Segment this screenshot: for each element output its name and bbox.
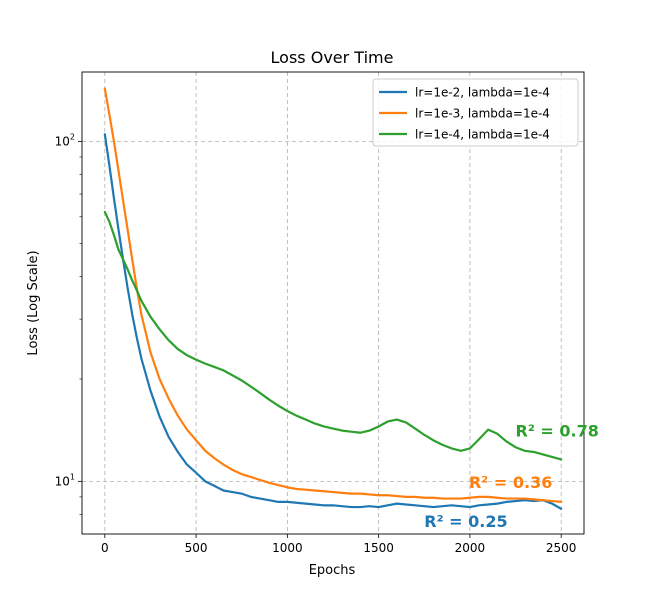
grid bbox=[82, 72, 584, 534]
legend-label-3: lr=1e-4, lambda=1e-4 bbox=[415, 128, 550, 142]
legend-box bbox=[372, 78, 579, 147]
x-tick-label: 2500 bbox=[546, 541, 577, 555]
y-axis-label: Loss (Log Scale) bbox=[26, 250, 41, 355]
ticks: 0 500 1000 1500 2000 2500 101 102 bbox=[55, 132, 577, 555]
series-line-1 bbox=[103, 133, 563, 510]
chart-title: Loss Over Time bbox=[271, 48, 394, 67]
x-tick-label: 1500 bbox=[363, 541, 394, 555]
x-tick-label: 500 bbox=[185, 541, 208, 555]
y-tick-label: 102 bbox=[55, 132, 75, 148]
r2-label-3: R² = 0.78 bbox=[516, 422, 599, 441]
plot-frame bbox=[81, 71, 585, 535]
legend-label-2: lr=1e-3, lambda=1e-4 bbox=[415, 107, 550, 121]
r2-label-2: R² = 0.36 bbox=[469, 473, 552, 492]
x-tick-label: 2000 bbox=[455, 541, 486, 555]
x-tick-label: 0 bbox=[101, 541, 109, 555]
series-line-3 bbox=[103, 210, 563, 461]
x-tick-label: 1000 bbox=[272, 541, 303, 555]
series-line-2 bbox=[103, 87, 563, 503]
y-tick-label: 101 bbox=[55, 472, 75, 488]
legend: lr=1e-2, lambda=1e-4 lr=1e-3, lambda=1e-4… bbox=[372, 78, 579, 147]
axes bbox=[81, 71, 585, 535]
r2-annotations: R² = 0.25 R² = 0.36 R² = 0.78 bbox=[424, 422, 599, 531]
x-axis-label: Epochs bbox=[309, 563, 356, 578]
legend-label-1: lr=1e-2, lambda=1e-4 bbox=[415, 86, 550, 100]
series-layer bbox=[103, 87, 563, 510]
r2-label-1: R² = 0.25 bbox=[424, 512, 507, 531]
